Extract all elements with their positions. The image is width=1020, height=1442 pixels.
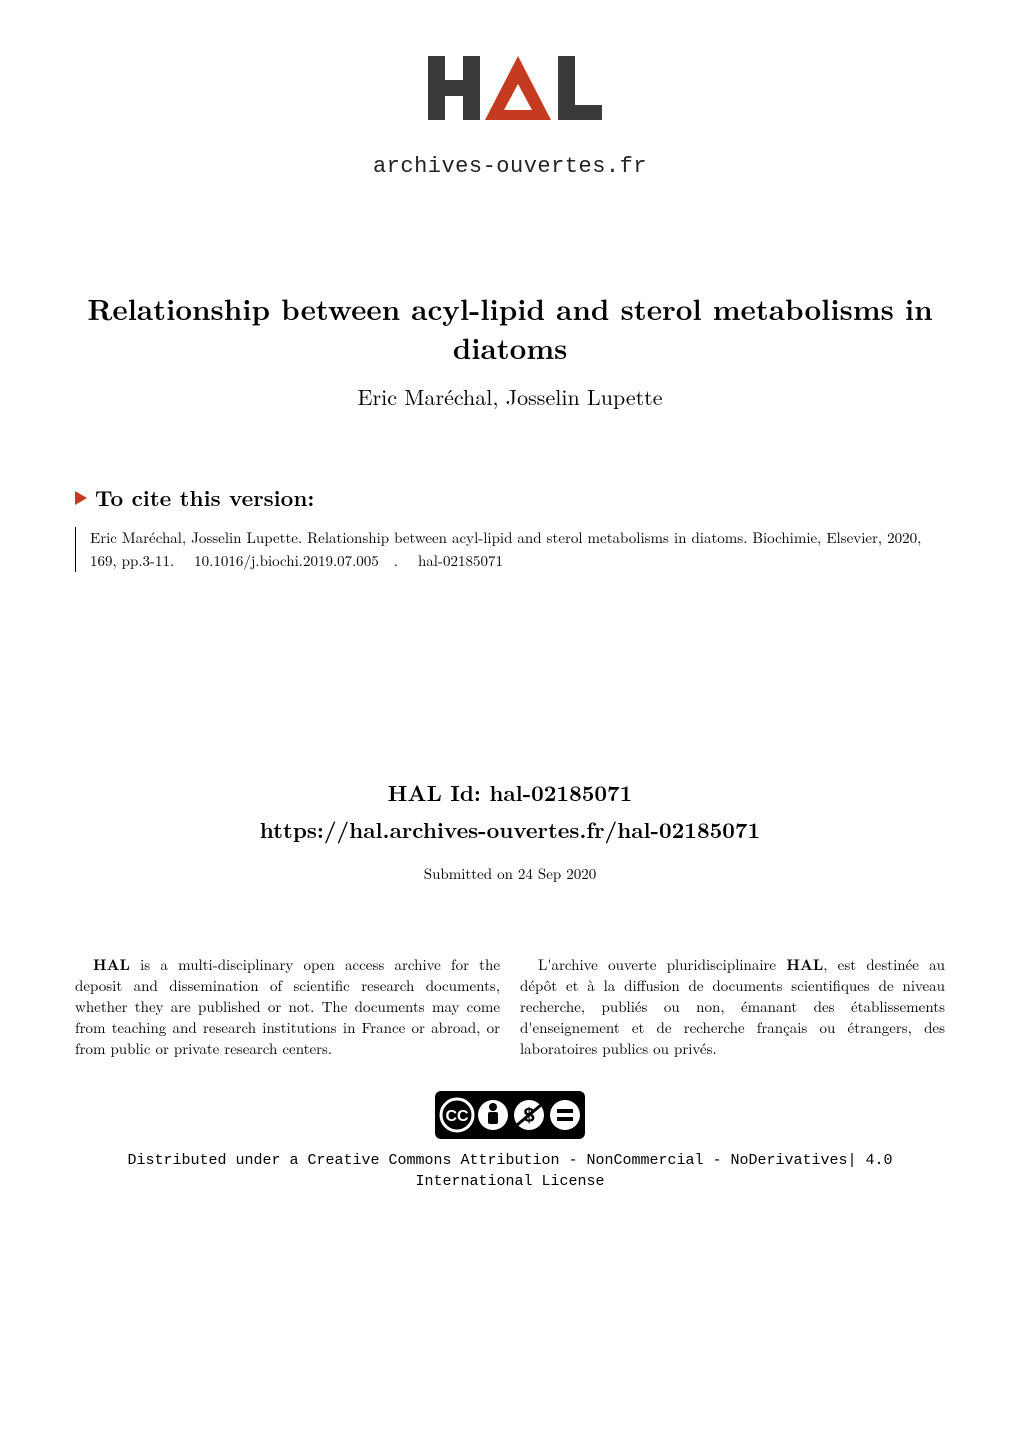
citation-text: Eric Maréchal, Josselin Lupette. Relatio… [75, 527, 945, 572]
desc-left-bold: HAL [93, 954, 130, 975]
hal-url[interactable]: https://hal.archives-ouvertes.fr/hal-021… [0, 814, 1020, 845]
desc-right-bold: HAL [786, 954, 823, 975]
svg-text:CC: CC [445, 1108, 469, 1125]
title-section: Relationship between acyl-lipid and ster… [0, 289, 1020, 412]
license-section: CC $ Distributed under a Creative Common… [0, 1091, 1020, 1192]
desc-right-prefix: L'archive ouverte pluridisciplinaire [538, 954, 786, 975]
description-right-column: L'archive ouverte pluridisciplinaire HAL… [520, 954, 945, 1059]
paper-title: Relationship between acyl-lipid and ster… [80, 289, 940, 367]
description-section: HAL is a multi-disciplinary open access … [0, 954, 1020, 1059]
submitted-date: Submitted on 24 Sep 2020 [0, 863, 1020, 884]
license-text: Distributed under a Creative Commons Att… [0, 1150, 1020, 1192]
hal-logo-section: archives-ouvertes.fr [0, 0, 1020, 179]
license-line1: Distributed under a Creative Commons Att… [127, 1152, 892, 1169]
hal-id-section: HAL Id: hal-02185071 https://hal.archive… [0, 777, 1020, 884]
cc-license-badge[interactable]: CC $ [435, 1091, 585, 1144]
hal-logo [410, 50, 610, 150]
cite-header: To cite this version: [75, 482, 945, 513]
cite-label: To cite this version: [95, 482, 314, 513]
license-line2: International License [415, 1173, 604, 1190]
desc-left-rest: is a multi-disciplinary open access arch… [75, 954, 500, 1059]
authors: Eric Maréchal, Josselin Lupette [80, 381, 940, 412]
cite-section: To cite this version: Eric Maréchal, Jos… [0, 482, 1020, 572]
description-left-column: HAL is a multi-disciplinary open access … [75, 954, 500, 1059]
hal-logo-subtext: archives-ouvertes.fr [0, 154, 1020, 179]
hal-id: HAL Id: hal-02185071 [0, 777, 1020, 808]
cite-triangle-icon [75, 491, 87, 505]
